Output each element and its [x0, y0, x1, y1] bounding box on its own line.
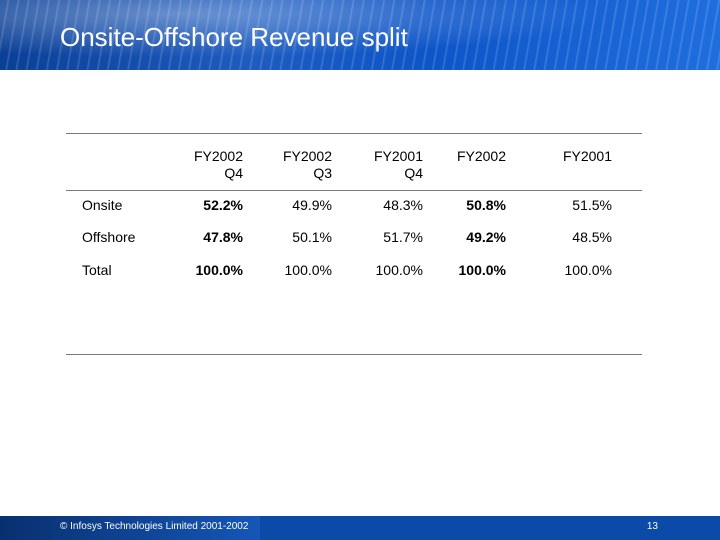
table-cell: 49.9%	[292, 197, 332, 213]
header-line2: Q4	[404, 165, 423, 181]
header-line1: FY2002	[282, 148, 332, 164]
row-label-total: Total	[82, 262, 112, 278]
table-bottom-rule	[66, 354, 642, 355]
header-fy2002: FY2002	[426, 148, 506, 165]
header-line1: FY2002	[193, 148, 243, 164]
page-number: 13	[646, 521, 658, 532]
footer-copyright: © Infosys Technologies Limited 2001-2002	[60, 521, 249, 532]
table-cell: 49.2%	[466, 229, 506, 245]
table-top-rule	[66, 133, 642, 134]
footer-texture	[0, 516, 260, 540]
table-cell: 48.3%	[383, 197, 423, 213]
table-cell: 47.8%	[203, 229, 243, 245]
banner-texture	[0, 0, 720, 70]
table-cell: 100.0%	[564, 262, 612, 278]
table-cell: 50.8%	[466, 197, 506, 213]
table-cell: 100.0%	[375, 262, 423, 278]
row-label-onsite: Onsite	[82, 197, 123, 213]
table-cell: 100.0%	[284, 262, 332, 278]
header-line1: FY2002	[456, 148, 506, 164]
table-header-rule	[66, 190, 642, 191]
header-fy2001: FY2001	[532, 148, 612, 165]
header-fy2001-q4: FY2001 Q4	[343, 148, 423, 182]
header-fy2002-q4: FY2002 Q4	[163, 148, 243, 182]
table-cell: 48.5%	[572, 229, 612, 245]
header-line2: Q4	[224, 165, 243, 181]
table-cell: 100.0%	[458, 262, 506, 278]
footer-bar: © Infosys Technologies Limited 2001-2002…	[0, 516, 720, 540]
table-cell: 51.7%	[383, 229, 423, 245]
header-line2: Q3	[313, 165, 332, 181]
slide-title: Onsite-Offshore Revenue split	[60, 22, 408, 52]
header-line1: FY2001	[373, 148, 423, 164]
header-fy2002-q3: FY2002 Q3	[252, 148, 332, 182]
table-cell: 100.0%	[195, 262, 243, 278]
title-banner: Onsite-Offshore Revenue split	[0, 0, 720, 70]
table-cell: 50.1%	[292, 229, 332, 245]
row-label-offshore: Offshore	[82, 229, 136, 245]
table-cell: 51.5%	[572, 197, 612, 213]
header-line1: FY2001	[562, 148, 612, 164]
table-cell: 52.2%	[203, 197, 243, 213]
